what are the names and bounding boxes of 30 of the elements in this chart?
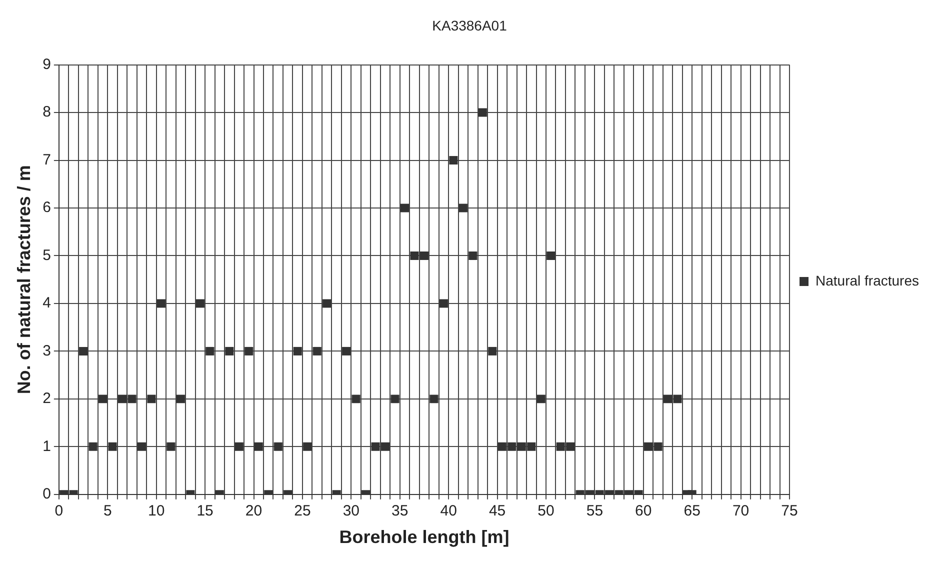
y-tick-label: 7	[42, 151, 51, 168]
y-tick-label: 0	[42, 486, 51, 503]
x-tick-label: 45	[488, 502, 506, 520]
chart-title: KA3386A01	[432, 17, 508, 34]
x-tick-label: 10	[148, 502, 165, 520]
x-tick-label: 35	[392, 502, 408, 520]
x-tick-label: 15	[196, 502, 214, 520]
y-tick-label: 4	[42, 294, 51, 312]
x-tick-label: 25	[294, 502, 311, 520]
y-tick-label: 6	[42, 199, 51, 216]
y-tick-label: 5	[42, 246, 51, 264]
x-tick-label: 60	[635, 502, 652, 520]
x-tick-label: 20	[245, 502, 262, 520]
x-tick-label: 55	[586, 502, 604, 520]
y-tick-label: 1	[42, 438, 51, 455]
x-tick-label: 0	[54, 502, 64, 520]
y-tick-label: 3	[42, 342, 51, 360]
x-tick-label: 70	[732, 502, 750, 520]
legend-label: Natural fractures	[816, 272, 919, 288]
x-tick-label: 65	[684, 502, 700, 520]
y-tick-label: 9	[42, 56, 51, 73]
x-axis-title: Borehole length [m]	[339, 527, 510, 548]
x-tick-label: 50	[538, 502, 554, 520]
x-tick-label: 40	[440, 502, 457, 520]
x-tick-label: 75	[781, 502, 798, 520]
x-tick-label: 30	[342, 502, 360, 520]
y-tick-label: 2	[42, 390, 51, 408]
y-axis-title: No. of natural fractures / m	[14, 165, 34, 394]
y-tick-label: 8	[42, 104, 51, 121]
x-tick-label: 5	[103, 502, 112, 520]
